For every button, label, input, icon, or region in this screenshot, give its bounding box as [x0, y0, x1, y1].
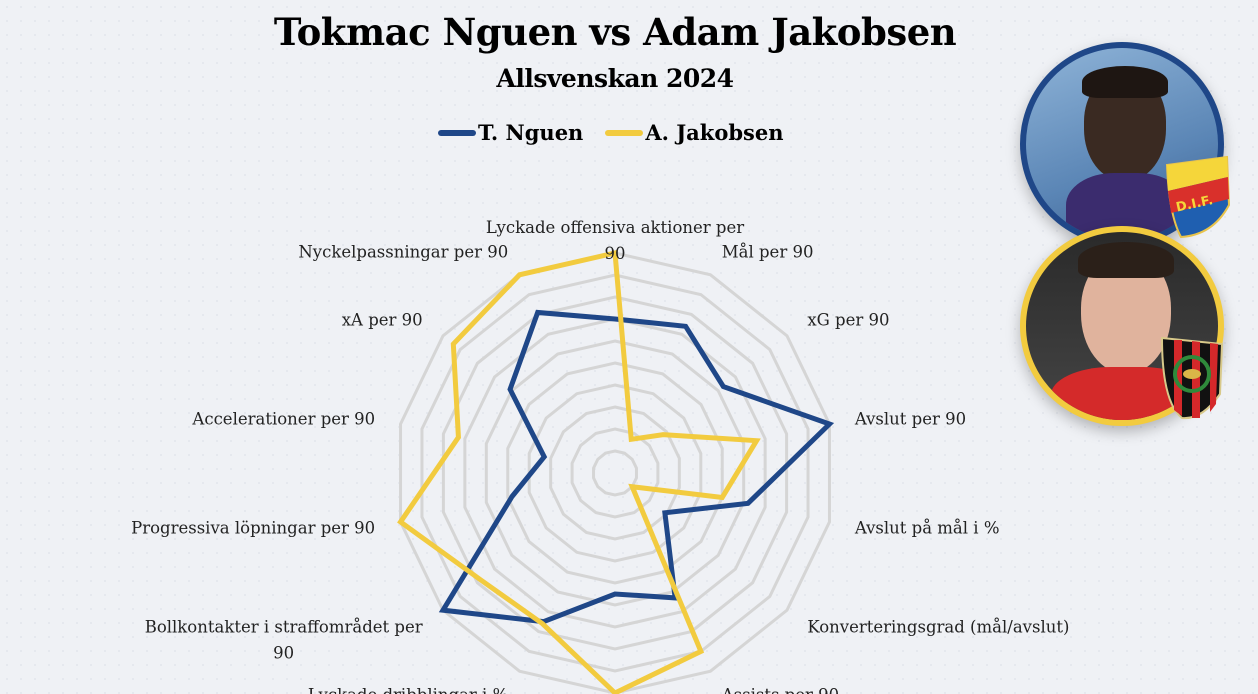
- legend: T. Nguen A. Jakobsen: [438, 120, 783, 145]
- radar-series: [397, 249, 835, 694]
- axis-label: Bollkontakter i straffområdet per 90: [145, 617, 423, 662]
- axis-label: xA per 90: [342, 311, 423, 330]
- chart-subtitle: Allsvenskan 2024: [496, 64, 734, 93]
- grid-ring: [463, 317, 767, 629]
- radar-grid: [399, 251, 831, 694]
- grid-ring: [549, 405, 681, 541]
- axis-label: Lyckade dribblingar i %: [308, 686, 508, 694]
- grid-ring: [420, 273, 810, 673]
- axis-label: Mål per 90: [722, 242, 814, 261]
- chart-title: Tokmac Nguen vs Adam Jakobsen: [273, 10, 957, 54]
- axis-label: Accelerationer per 90: [191, 409, 375, 428]
- series-line-jakobsen: [397, 249, 761, 694]
- axis-label: Nyckelpassningar per 90: [298, 242, 508, 261]
- player-photo-jakobsen: [1020, 226, 1224, 426]
- brommapojkarna-badge-icon: [1160, 336, 1224, 420]
- grid-ring: [441, 295, 789, 651]
- axis-label: Progressiva löpningar per 90: [131, 519, 375, 538]
- legend-swatch-jakobsen: [605, 129, 644, 136]
- axis-label: Lyckade offensiva aktioner per 90: [486, 218, 744, 263]
- legend-label-jakobsen: A. Jakobsen: [645, 120, 784, 145]
- axis-label: xG per 90: [807, 311, 889, 330]
- grid-ring: [592, 449, 638, 497]
- axis-label: Assists per 90: [721, 686, 839, 694]
- grid-ring: [484, 339, 746, 607]
- grid-ring: [570, 427, 660, 519]
- player-photo-nguen: [1020, 42, 1224, 246]
- axis-labels: Lyckade offensiva aktioner per 90 Mål per …: [131, 218, 1069, 694]
- axis-label: Avslut per 90: [854, 409, 966, 428]
- legend-swatch-nguen: [438, 129, 476, 136]
- legend-item-nguen: T. Nguen: [438, 120, 583, 145]
- axis-label: Konverteringsgrad (mål/avslut): [807, 617, 1069, 636]
- axis-label: Avslut på mål i %: [854, 519, 1000, 538]
- legend-item-jakobsen: A. Jakobsen: [605, 120, 783, 145]
- legend-label-nguen: T. Nguen: [478, 120, 584, 145]
- series-line-nguen: [438, 309, 835, 625]
- grid-ring: [506, 361, 724, 585]
- djurgarden-badge-icon: D.I.F.: [1165, 155, 1231, 239]
- grid-ring: [527, 383, 703, 563]
